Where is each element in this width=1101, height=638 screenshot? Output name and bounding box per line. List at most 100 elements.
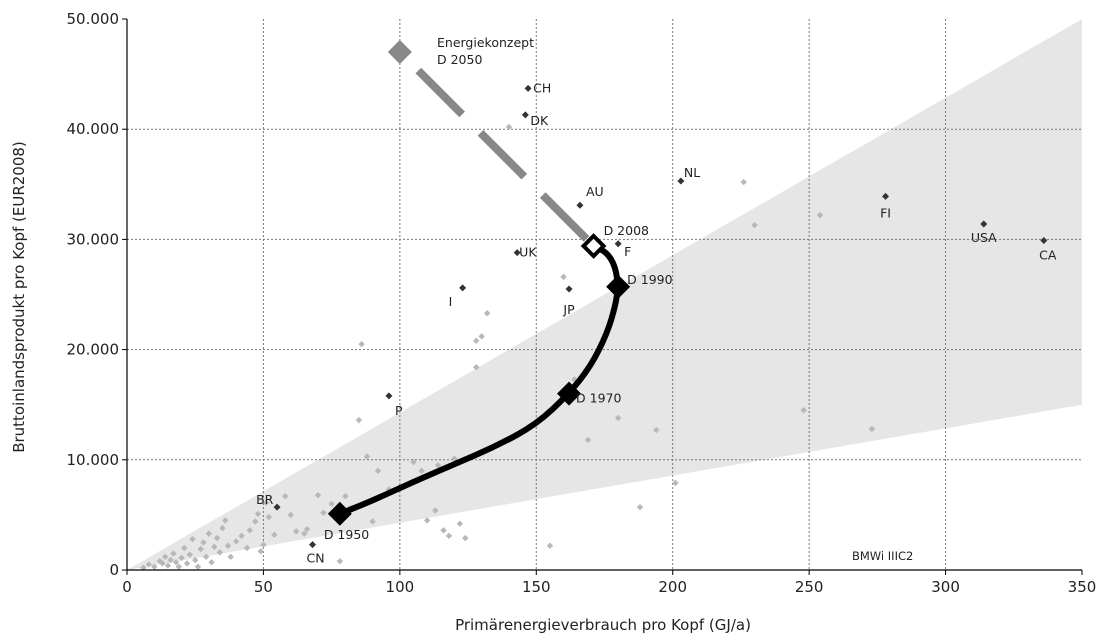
- country-point-labelled: [980, 220, 988, 228]
- country-point: [232, 538, 240, 545]
- country-point: [145, 561, 153, 568]
- x-tick-label: 50: [254, 578, 273, 596]
- country-point: [363, 453, 371, 460]
- shaded-band: [127, 19, 1082, 570]
- germany-marker-label: D 1950: [324, 527, 369, 542]
- germany-marker-label: D 2008: [604, 223, 649, 238]
- country-point-labelled: [565, 285, 573, 293]
- country-point: [170, 550, 177, 557]
- country-point: [614, 414, 622, 422]
- country-point: [192, 556, 199, 564]
- country-point-labelled: [882, 192, 890, 200]
- credit-label: BMWi IIIC2: [852, 549, 913, 563]
- country-point: [257, 548, 264, 555]
- countries-layer: CH DK NL AU FI USA CA F UK JP I P BR CN: [256, 80, 1057, 565]
- country-point: [254, 510, 262, 517]
- country-point-labelled: [309, 541, 317, 549]
- country-label: FI: [880, 205, 891, 220]
- y-tick-label: 50.000: [67, 10, 120, 28]
- country-point: [672, 479, 679, 487]
- country-point-labelled: [385, 392, 393, 400]
- country-point: [473, 337, 480, 344]
- country-point: [260, 541, 267, 548]
- country-point: [292, 528, 300, 535]
- country-point: [181, 544, 188, 552]
- country-point: [140, 564, 147, 571]
- country-point: [159, 560, 166, 567]
- country-point: [314, 491, 322, 499]
- country-point: [265, 513, 273, 521]
- country-point: [246, 527, 253, 534]
- country-point: [151, 563, 158, 570]
- country-point-labelled: [521, 111, 529, 119]
- y-axis-label: Bruttoinlandsprodukt pro Kopf (EUR2008): [10, 141, 28, 453]
- country-point: [445, 532, 453, 540]
- country-point: [271, 531, 278, 538]
- country-point: [478, 333, 485, 340]
- country-point: [355, 416, 363, 424]
- country-point: [483, 310, 491, 317]
- country-label: JP: [562, 302, 575, 317]
- country-point: [186, 551, 193, 558]
- country-point: [211, 543, 218, 551]
- target-path-layer: Energiekonzept D 2050: [387, 35, 597, 249]
- country-point: [262, 499, 270, 506]
- country-point: [200, 539, 207, 546]
- x-tick-label: 100: [386, 578, 415, 596]
- country-point: [328, 500, 335, 508]
- shaded-band-layer: [127, 19, 1082, 570]
- country-point: [172, 559, 180, 566]
- country-point: [374, 467, 382, 475]
- country-point: [868, 425, 876, 433]
- target-marker: [387, 40, 412, 65]
- country-point: [252, 518, 259, 525]
- germany-marker-label: D 1970: [576, 391, 621, 406]
- country-point: [816, 211, 824, 219]
- x-tick-label: 300: [931, 578, 960, 596]
- country-point: [227, 553, 234, 560]
- country-point: [342, 492, 349, 500]
- germany-marker: [580, 233, 607, 259]
- country-point: [287, 511, 294, 519]
- y-tick-label: 0: [109, 561, 119, 579]
- country-point: [751, 221, 758, 229]
- country-point: [202, 553, 210, 560]
- germany-marker-label: D 1990: [627, 272, 672, 287]
- country-point: [164, 562, 172, 569]
- country-point: [432, 507, 439, 514]
- x-tick-label: 250: [795, 578, 824, 596]
- country-point: [560, 273, 567, 281]
- country-label: I: [449, 294, 453, 309]
- target-label: Energiekonzept D 2050: [437, 35, 534, 67]
- country-label: UK: [519, 245, 537, 260]
- country-point-labelled: [677, 177, 685, 185]
- country-point: [243, 544, 251, 552]
- country-label: AU: [586, 184, 604, 199]
- country-point: [456, 520, 464, 527]
- country-point-labelled: [1040, 237, 1048, 245]
- country-point: [320, 509, 327, 516]
- country-label: CN: [307, 551, 325, 566]
- country-point: [183, 560, 191, 567]
- country-point: [358, 340, 365, 348]
- country-point: [473, 364, 480, 371]
- country-point-labelled: [524, 84, 532, 92]
- country-point: [423, 517, 431, 524]
- x-tick-label: 200: [658, 578, 687, 596]
- y-tick-label: 30.000: [67, 230, 120, 248]
- country-point: [410, 458, 417, 466]
- country-point: [205, 530, 213, 537]
- germany-marker: [557, 381, 582, 406]
- germany-marker: [327, 501, 352, 526]
- country-point: [653, 426, 660, 434]
- country-point: [301, 530, 308, 537]
- country-point: [178, 554, 185, 562]
- x-tick-label: 350: [1068, 578, 1097, 596]
- country-point: [208, 559, 215, 566]
- country-point: [303, 526, 311, 533]
- country-label: NL: [684, 165, 700, 180]
- country-point-labelled: [513, 249, 521, 257]
- grid-layer: [127, 19, 1082, 570]
- country-point: [224, 542, 232, 549]
- country-label: F: [624, 244, 631, 259]
